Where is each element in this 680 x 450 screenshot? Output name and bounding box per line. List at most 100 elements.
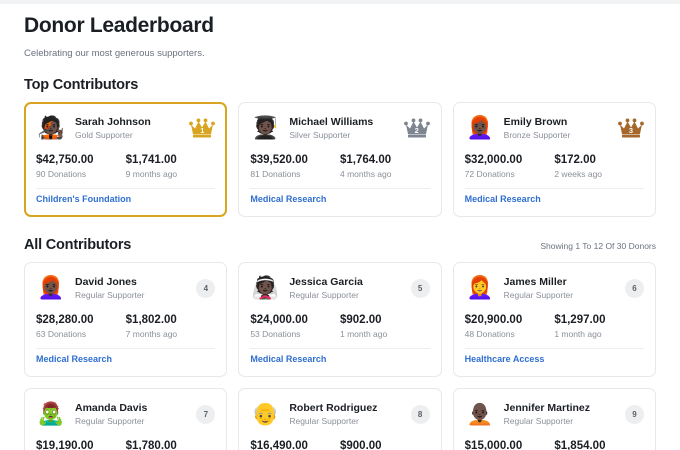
cause-link[interactable]: Medical Research [464,194,541,204]
all-contributors-heading: All Contributors [24,237,132,253]
total-donated-stat: $16,490.0041 Donations [250,440,340,450]
donor-stats: $42,750.00 90 Donations $1,741.00 9 months … [36,154,215,179]
crown-rank-icon: 2 [403,117,430,139]
last-donation-value: $1,854.00 [554,440,606,450]
total-donated-value: $24,000.00 [250,314,308,326]
donor-card[interactable]: 🧑🏿‍🎓 Michael Williams Silver Supporter 2 $39… [238,102,442,217]
donor-card[interactable]: 👩🏿‍🦰 Emily Brown Bronze Supporter 3 $32,000.… [452,102,656,217]
donor-card[interactable]: 👴 Robert Rodriguez Regular Supporter 8 $16,4… [238,388,442,450]
donor-card[interactable]: 👩‍🦰 James Miller Regular Supporter 6 $20,900… [452,262,656,377]
donor-tier: Regular Supporter [75,416,145,426]
cause-link[interactable]: Medical Research [250,354,327,364]
last-donation-stat: $1,764.00 4 months ago [340,154,430,179]
last-donation-time: 4 months ago [339,169,392,179]
donor-card[interactable]: 🧑🏿‍🎤 Sarah Johnson Gold Supporter 1 $42,750.… [24,102,228,217]
rank-badge: 7 [196,404,216,424]
donor-tier: Regular Supporter [75,290,145,300]
crown-rank-icon: 3 [618,117,644,139]
crown-rank-icon: 1 [189,117,216,139]
total-donated-value: $39,520.00 [250,154,308,166]
last-donation-time: 1 month ago [339,329,388,339]
total-donated-stat: $24,000.00 53 Donations [250,314,340,339]
rank-number: 2 [414,126,419,135]
donor-card-header: 👰🏿 Jessica Garcia Regular Supporter 5 [250,273,430,303]
donor-stats: $16,490.0041 Donations$900.003 months ag… [250,440,429,450]
all-contributors-header: All Contributors Showing 1 To 12 Of 30 D… [24,237,656,253]
donation-count-label: 63 Donations [36,329,87,339]
last-donation-stat: $1,297.00 1 month ago [554,314,644,339]
donor-identity: Jennifer Martinez Regular Supporter [504,402,616,426]
rank-badge: 4 [196,278,216,298]
rank-number: 3 [628,126,634,135]
donor-identity: Sarah Johnson Gold Supporter [75,116,180,140]
donor-stats: $24,000.00 53 Donations $902.00 1 month ago [250,314,429,339]
card-divider [464,188,644,189]
total-donated-value: $20,900.00 [464,314,523,326]
rank-badge: 8 [410,404,430,424]
avatar: 👴 [251,401,280,426]
donor-stats: $39,520.00 81 Donations $1,764.00 4 months … [250,154,429,179]
last-donation-stat: $900.003 months ago [340,440,430,450]
last-donation-value: $172.00 [554,154,596,166]
last-donation-stat: $1,854.004 months ago [554,440,644,450]
total-donated-stat: $28,280.00 63 Donations [36,314,126,339]
donor-card-header: 🧑🏿‍🦲 Jennifer Martinez Regular Supporter 9 [465,399,644,429]
total-donated-value: $28,280.00 [36,314,94,326]
donor-card-header: 🧟‍♂️ Amanda Davis Regular Supporter 7 [36,399,216,429]
last-donation-time: 2 weeks ago [554,169,603,179]
cause-link[interactable]: Children's Foundation [36,194,132,204]
last-donation-time: 1 month ago [554,329,602,339]
total-donated-stat: $19,190.0047 Donations [36,440,126,450]
card-divider [464,348,644,349]
donation-count-label: 81 Donations [250,169,301,179]
last-donation-time: 9 months ago [125,169,178,179]
last-donation-value: $902.00 [339,314,382,326]
avatar: 👩‍🦰 [465,275,494,300]
total-donated-stat: $42,750.00 90 Donations [36,154,126,179]
donor-name: Michael Williams [289,116,374,128]
total-donated-stat: $20,900.00 48 Donations [465,314,555,339]
last-donation-value: $900.00 [339,440,382,450]
donor-tier: Regular Supporter [503,290,574,300]
donor-stats: $28,280.00 63 Donations $1,802.00 7 months … [36,314,215,339]
total-donated-stat: $39,520.00 81 Donations [250,154,340,179]
last-donation-stat: $1,741.00 9 months ago [126,154,216,179]
donor-name: Jennifer Martinez [503,402,591,414]
donor-card-header: 🧑🏿‍🎓 Michael Williams Silver Supporter 2 [250,113,430,143]
donor-name: David Jones [75,276,137,288]
donor-tier: Regular Supporter [503,416,574,426]
rank-badge: 5 [410,278,430,298]
donor-identity: Emily Brown Bronze Supporter [504,116,609,140]
last-donation-value: $1,780.00 [125,440,177,450]
last-donation-stat: $172.00 2 weeks ago [554,154,644,179]
last-donation-stat: $1,802.00 7 months ago [126,314,216,339]
total-donated-stat: $32,000.00 72 Donations [465,154,555,179]
avatar: 🧑🏿‍🎓 [251,115,280,140]
donor-identity: Robert Rodriguez Regular Supporter [289,402,401,426]
donor-tier: Regular Supporter [289,290,359,300]
donor-card[interactable]: 🧑🏿‍🦲 Jennifer Martinez Regular Supporter 9 $… [452,388,656,450]
last-donation-time: 7 months ago [125,329,178,339]
donor-identity: James Miller Regular Supporter [504,276,616,300]
cause-link[interactable]: Medical Research [250,194,327,204]
donor-name: Jessica Garcia [289,276,363,288]
donor-card[interactable]: 👩🏿‍🦰 David Jones Regular Supporter 4 $28,280… [24,262,228,377]
donor-card[interactable]: 🧟‍♂️ Amanda Davis Regular Supporter 7 $19,19… [24,388,228,450]
total-donated-value: $19,190.00 [36,440,94,450]
avatar: 👩🏿‍🦰 [37,275,65,300]
donation-count-label: 48 Donations [464,329,515,339]
card-divider [250,188,430,189]
donor-name: Sarah Johnson [75,116,151,128]
total-donated-stat: $15,000.0038 Donations [465,440,555,450]
cause-link[interactable]: Healthcare Access [464,354,545,364]
cause-link[interactable]: Medical Research [36,354,113,364]
total-donated-value: $16,490.00 [250,440,308,450]
donor-identity: Jessica Garcia Regular Supporter [289,276,401,300]
last-donation-value: $1,764.00 [339,154,392,166]
avatar: 👩🏿‍🦰 [465,115,494,140]
donor-card[interactable]: 👰🏿 Jessica Garcia Regular Supporter 5 $24,00… [238,262,442,377]
donation-count-label: 53 Donations [250,329,301,339]
last-donation-stat: $1,780.001 month ago [126,440,216,450]
donor-identity: David Jones Regular Supporter [75,276,187,300]
